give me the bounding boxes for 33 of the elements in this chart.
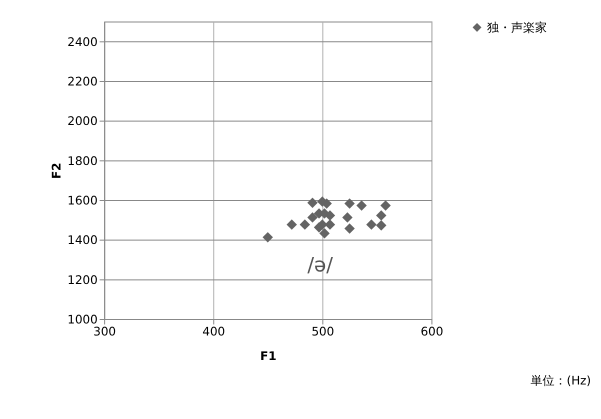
point [342,212,353,223]
point [376,220,386,231]
y-tick-label: 1000 [67,312,98,326]
x-axis-title: F1 [260,349,276,364]
text: 単位：(Hz) [530,373,592,388]
x-tick-label: 500 [311,324,334,338]
annotation: /ə/ [307,253,334,276]
point [324,219,336,230]
x-tick-label: 400 [202,324,226,338]
y-tick-label: 1600 [67,193,98,208]
y-tick-label: 2400 [67,34,98,49]
y-tick-label: 1200 [67,272,98,287]
point [262,232,273,242]
y-axis-title: F2 [49,162,64,179]
point [344,223,355,234]
legend-label: 独・声楽家 [486,20,547,34]
point [380,200,391,211]
y-tick-label: 2000 [67,114,98,128]
point [300,219,310,230]
point [376,210,386,221]
y-tick-label: 2200 [67,74,98,88]
x-tick-label: 300 [93,324,116,338]
x-tick-label: 600 [420,324,444,338]
y-tick-label: 1400 [67,233,98,248]
point [366,219,377,230]
y-tick-label: 1800 [67,154,98,168]
point [307,198,318,208]
point [356,200,367,211]
point [324,210,336,221]
point [344,198,355,209]
point [307,212,318,223]
point [319,228,330,239]
point [286,219,297,230]
